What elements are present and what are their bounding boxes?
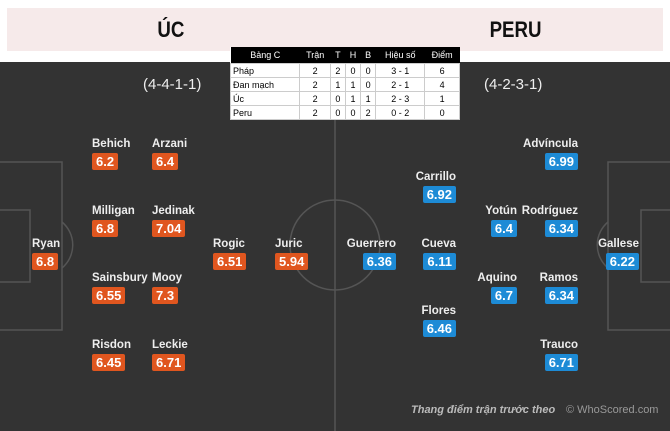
player-away[interactable]: Trauco 6.71: [540, 339, 578, 371]
player-name: Ryan: [32, 238, 61, 250]
footer-credit: © WhoScored.com: [566, 404, 659, 416]
player-home[interactable]: Rogic 6.51: [213, 238, 247, 270]
player-home[interactable]: Risdon 6.45: [92, 339, 131, 371]
player-home[interactable]: Jedinak 7.04: [152, 205, 195, 237]
player-name: Ramos: [539, 272, 578, 284]
player-name: Arzani: [152, 138, 188, 150]
player-name: Risdon: [92, 339, 131, 351]
rating-badge: 6.36: [362, 253, 396, 270]
footer-caption: Thang điểm trận trước theo: [411, 404, 556, 416]
player-name: Rogic: [213, 238, 245, 250]
player-home[interactable]: Juric 5.94: [275, 238, 309, 270]
header-band: [7, 8, 663, 51]
pitch-lines: [0, 62, 670, 431]
player-away[interactable]: Advíncula 6.99: [523, 138, 578, 170]
player-away[interactable]: Aquino 6.7: [477, 272, 517, 304]
rating-badge: 6.34: [544, 287, 578, 304]
player-away[interactable]: Carrillo 6.92: [416, 171, 456, 203]
rating-badge: 6.8: [32, 253, 59, 270]
rating-badge: 6.8: [92, 220, 119, 237]
player-name: Behich: [92, 138, 131, 150]
rating-badge: 6.11: [423, 253, 456, 270]
rating-badge: 5.94: [275, 253, 309, 270]
player-name: Yotún: [485, 205, 517, 217]
rating-badge: 6.2: [92, 153, 119, 170]
rating-badge: 6.34: [544, 220, 578, 237]
away-team-name: PERU: [489, 17, 542, 42]
player-name: Flores: [421, 305, 456, 317]
player-name: Rodríguez: [521, 205, 578, 217]
player-away[interactable]: Cueva 6.11: [421, 238, 456, 270]
player-name: Guerrero: [346, 238, 396, 250]
rating-badge: 6.7: [490, 287, 517, 304]
home-team-name: ÚC: [157, 17, 185, 42]
player-name: Leckie: [152, 339, 188, 351]
player-away[interactable]: Rodríguez 6.34: [522, 205, 578, 237]
away-formation: (4-2-3-1): [484, 76, 543, 93]
rating-badge: 6.51: [213, 253, 247, 270]
player-home[interactable]: Milligan 6.8: [92, 205, 135, 237]
player-home[interactable]: Mooy 7.3: [152, 272, 182, 304]
player-name: Aquino: [477, 272, 517, 284]
player-away[interactable]: Flores 6.46: [421, 305, 456, 337]
player-away[interactable]: Gallese 6.22: [598, 238, 639, 270]
rating-badge: 7.3: [152, 287, 179, 304]
rating-badge: 6.92: [422, 186, 456, 203]
rating-badge: 6.22: [605, 253, 639, 270]
rating-badge: 6.71: [152, 354, 186, 371]
player-name: Gallese: [598, 238, 639, 250]
player-away[interactable]: Guerrero 6.36: [347, 238, 396, 270]
rating-badge: 6.4: [490, 220, 517, 237]
player-name: Trauco: [540, 339, 578, 351]
player-home[interactable]: Leckie 6.71: [152, 339, 188, 371]
player-name: Milligan: [92, 205, 135, 217]
player-home[interactable]: Arzani 6.4: [152, 138, 187, 170]
player-away[interactable]: Yotún 6.4: [485, 205, 517, 237]
rating-badge: 7.04: [152, 220, 186, 237]
home-formation: (4-4-1-1): [143, 76, 202, 93]
player-name: Jedinak: [152, 205, 195, 217]
player-home[interactable]: Behich 6.2: [92, 138, 130, 170]
player-away[interactable]: Ramos 6.34: [540, 272, 578, 304]
player-name: Juric: [275, 238, 303, 250]
player-name: Cueva: [421, 238, 456, 250]
player-home[interactable]: Ryan 6.8: [32, 238, 60, 270]
rating-badge: 6.4: [152, 153, 179, 170]
rating-badge: 6.71: [544, 354, 578, 371]
player-name: Sainsbury: [92, 272, 148, 284]
player-home[interactable]: Sainsbury 6.55: [92, 272, 148, 304]
rating-badge: 6.99: [544, 153, 578, 170]
rating-badge: 6.45: [92, 354, 126, 371]
player-name: Carrillo: [415, 171, 456, 183]
rating-badge: 6.55: [92, 287, 126, 304]
rating-badge: 6.46: [422, 320, 456, 337]
player-name: Advíncula: [523, 138, 578, 150]
player-name: Mooy: [152, 272, 183, 284]
